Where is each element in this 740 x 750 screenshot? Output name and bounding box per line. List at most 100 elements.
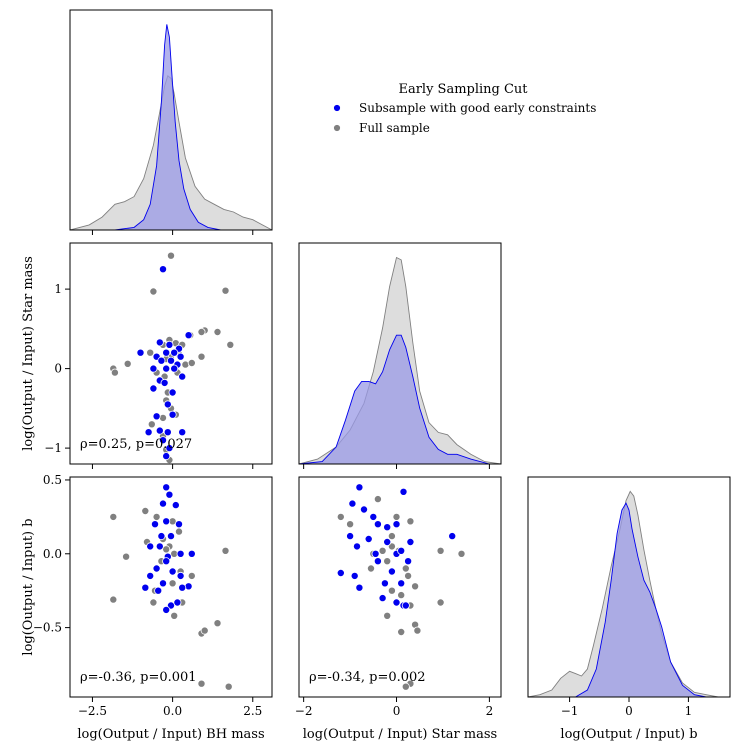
x-tick-label: 0.0	[163, 704, 182, 718]
point-subsample	[136, 348, 145, 357]
point-full	[397, 591, 406, 600]
point-subsample	[373, 557, 382, 566]
y-axis-label: log(Output / Input) Star mass	[21, 256, 36, 450]
point-full	[401, 564, 410, 573]
point-full	[336, 512, 345, 521]
point-subsample	[397, 579, 406, 588]
point-subsample	[158, 436, 167, 445]
point-full	[346, 520, 355, 529]
panel-diag-bh	[70, 24, 272, 235]
point-full	[123, 359, 132, 368]
point-full	[200, 626, 209, 635]
kde-line-subsample	[299, 334, 501, 464]
point-subsample	[146, 571, 155, 580]
kde-line-full	[528, 490, 730, 697]
b-vs-star-frame	[298, 476, 502, 698]
legend-marker	[333, 124, 341, 132]
y-tick-label: 0	[54, 362, 62, 376]
point-subsample	[399, 487, 408, 496]
point-subsample	[364, 535, 373, 544]
point-subsample	[163, 428, 172, 437]
kde-fill-subsample	[528, 503, 730, 697]
point-subsample	[178, 583, 187, 592]
point-subsample	[162, 605, 171, 614]
point-subsample	[173, 598, 182, 607]
point-subsample	[392, 598, 401, 607]
point-subsample	[149, 384, 158, 393]
point-full	[162, 545, 171, 554]
point-subsample	[141, 583, 150, 592]
point-subsample	[155, 338, 164, 347]
legend-label: Full sample	[359, 121, 430, 135]
point-full	[383, 557, 392, 566]
point-full	[366, 564, 375, 573]
point-subsample	[176, 549, 185, 558]
point-subsample	[383, 523, 392, 532]
point-subsample	[149, 364, 158, 373]
point-full	[149, 287, 158, 296]
point-subsample	[383, 538, 392, 547]
point-subsample	[168, 567, 177, 576]
point-full	[411, 582, 420, 591]
b-vs-bh-frame	[69, 476, 273, 698]
point-subsample	[170, 364, 179, 373]
correlation-annotation: ρ=0.25, p=0.027	[80, 437, 192, 452]
point-subsample	[165, 340, 174, 349]
point-subsample	[355, 483, 364, 492]
panel-star-vs-bh: −1 0 1 log(Output / Input) Star mass ρ=0.25,…	[21, 251, 254, 469]
y-tick-label: 0.0	[43, 547, 62, 561]
point-subsample	[162, 452, 171, 461]
point-subsample	[163, 400, 172, 409]
point-full	[401, 682, 410, 691]
point-subsample	[387, 567, 396, 576]
diag-b-frame	[527, 476, 731, 698]
x-tick-label: 0	[625, 704, 633, 718]
point-full	[226, 340, 235, 349]
x-axis-label: log(Output / Input) BH mass	[77, 727, 264, 742]
point-subsample	[150, 520, 159, 529]
point-full	[383, 611, 392, 620]
point-subsample	[152, 564, 161, 573]
point-subsample	[369, 512, 378, 521]
point-subsample	[162, 483, 171, 492]
diag-bh-frame	[69, 9, 273, 231]
point-full	[413, 626, 422, 635]
point-full	[397, 628, 406, 637]
point-subsample	[158, 265, 167, 274]
kde-fill-subsample	[70, 24, 272, 230]
point-full	[152, 512, 161, 521]
point-full	[213, 327, 222, 336]
plot-area	[70, 24, 272, 230]
point-full	[213, 619, 222, 628]
legend-marker	[333, 104, 341, 112]
y-tick-label: 1	[54, 282, 62, 296]
point-full	[110, 368, 119, 377]
legend: Early Sampling Cut Subsample with good ea…	[333, 82, 596, 135]
point-full	[404, 571, 413, 580]
plot-area	[299, 256, 501, 464]
x-tick-label: 2.5	[243, 704, 262, 718]
point-subsample	[157, 356, 166, 365]
point-full	[378, 546, 387, 555]
point-subsample	[162, 517, 171, 526]
point-subsample	[176, 571, 185, 580]
point-subsample	[168, 388, 177, 397]
point-full	[457, 549, 466, 558]
point-full	[149, 598, 158, 607]
point-subsample	[160, 378, 169, 387]
point-subsample	[155, 542, 164, 551]
x-tick-label: 2	[486, 704, 494, 718]
point-subsample	[350, 571, 359, 580]
kde-line-subsample	[528, 502, 730, 697]
point-full	[406, 517, 415, 526]
point-subsample	[401, 601, 410, 610]
x-tick-label: −1	[561, 704, 579, 718]
plot-area	[528, 490, 730, 697]
point-full	[387, 532, 396, 541]
point-full	[141, 506, 150, 515]
y-tick-label: 0.5	[43, 473, 62, 487]
point-subsample	[448, 532, 457, 541]
point-full	[436, 598, 445, 607]
point-subsample	[166, 356, 175, 365]
point-full	[109, 512, 118, 521]
